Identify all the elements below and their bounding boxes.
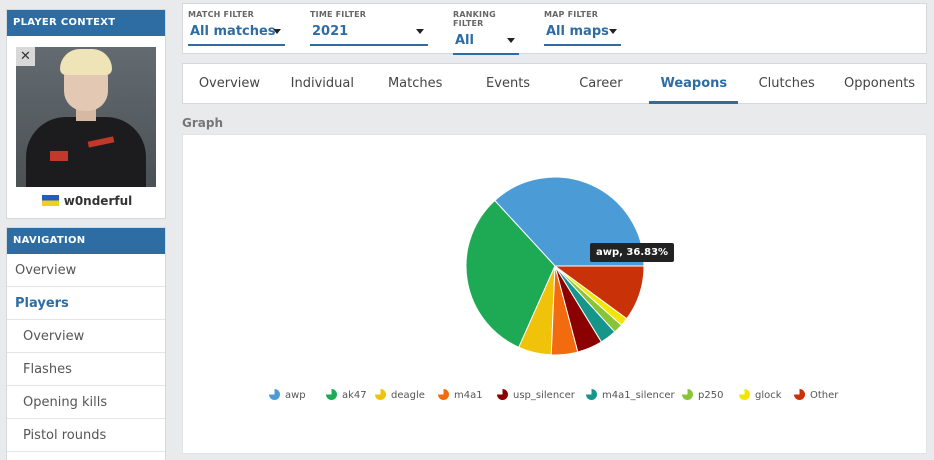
legend-item-m4a1-silencer[interactable]: m4a1_silencer: [586, 389, 675, 403]
map-filter-label: MAP FILTER: [544, 10, 599, 19]
chevron-down-icon: [273, 29, 281, 34]
tab-individual[interactable]: Individual: [290, 76, 354, 91]
legend-label: deagle: [391, 390, 425, 401]
player-name-label: w0nderful: [63, 194, 133, 208]
stats-tabs: Overview Individual Matches Events Caree…: [182, 63, 927, 104]
legend-pie-icon: [497, 389, 508, 400]
match-filter-label: MATCH FILTER: [188, 10, 255, 19]
legend-label: ak47: [342, 390, 367, 401]
legend-pie-icon: [438, 389, 449, 400]
tab-weapons[interactable]: Weapons: [647, 64, 740, 104]
legend-pie-icon: [794, 389, 805, 400]
legend-label: awp: [285, 390, 306, 401]
match-filter-select[interactable]: All matches: [188, 24, 285, 46]
nav-item-opening-kills[interactable]: Opening kills: [7, 386, 165, 419]
ranking-filter-label: RANKING FILTER: [453, 10, 496, 28]
legend-pie-icon: [586, 389, 597, 400]
weapons-pie-chart: [465, 176, 645, 356]
legend-label: m4a1_silencer: [602, 390, 675, 401]
nav-item-overview[interactable]: Overview: [7, 254, 165, 287]
match-filter: MATCH FILTER All matches: [188, 4, 285, 46]
legend-item-other[interactable]: Other: [794, 389, 838, 403]
filter-bar: MATCH FILTER All matches TIME FILTER 202…: [182, 3, 927, 55]
nav-item-flashes[interactable]: Flashes: [7, 353, 165, 386]
navigation-panel: NAVIGATION Overview Players Overview Fla…: [6, 227, 166, 460]
legend-item-usp-silencer[interactable]: usp_silencer: [497, 389, 575, 403]
legend-pie-icon: [326, 389, 337, 400]
legend-pie-icon: [682, 389, 693, 400]
legend-pie-icon: [269, 389, 280, 400]
tab-opponents[interactable]: Opponents: [844, 76, 916, 91]
legend-item-deagle[interactable]: deagle: [375, 389, 425, 403]
time-filter: TIME FILTER 2021: [310, 4, 428, 46]
legend-pie-icon: [375, 389, 386, 400]
legend-item-ak47[interactable]: ak47: [326, 389, 367, 403]
legend-pie-icon: [739, 389, 750, 400]
tab-events[interactable]: Events: [486, 76, 531, 91]
chevron-down-icon: [507, 38, 515, 43]
legend-item-m4a1[interactable]: m4a1: [438, 389, 483, 403]
tab-career[interactable]: Career: [579, 76, 623, 91]
player-name[interactable]: w0nderful: [7, 194, 167, 208]
nav-item-players-overview[interactable]: Overview: [7, 320, 165, 353]
tab-clutches[interactable]: Clutches: [758, 76, 815, 91]
time-filter-label: TIME FILTER: [310, 10, 367, 19]
nav-item-pistol-rounds[interactable]: Pistol rounds: [7, 419, 165, 452]
player-context-panel: PLAYER CONTEXT ✕ w0nderful: [6, 9, 166, 219]
tab-overview[interactable]: Overview: [198, 76, 261, 91]
navigation-title: NAVIGATION: [7, 228, 165, 254]
legend-item-p250[interactable]: p250: [682, 389, 723, 403]
ranking-filter-value: All: [455, 33, 474, 48]
ukraine-flag-icon: [41, 195, 59, 206]
player-context-title: PLAYER CONTEXT: [7, 10, 165, 36]
legend-label: p250: [698, 390, 724, 401]
time-filter-value: 2021: [312, 24, 349, 39]
chart-tooltip: awp, 36.83%: [590, 243, 675, 262]
legend-item-glock[interactable]: glock: [739, 389, 782, 403]
close-icon[interactable]: ✕: [16, 47, 35, 66]
map-filter-value: All maps: [546, 24, 609, 39]
graph-title: Graph: [182, 116, 223, 130]
pie-slice-ak47[interactable]: [465, 199, 556, 348]
nav-item-players[interactable]: Players: [7, 287, 165, 320]
legend-label: Other: [810, 390, 839, 401]
graph-panel: [182, 134, 927, 454]
player-photo: [16, 47, 156, 187]
ranking-filter-select[interactable]: All: [453, 33, 519, 55]
chart-legend: awp ak47 deagle m4a1 usp_silencer m4a1_silenc…: [182, 389, 927, 403]
legend-item-awp[interactable]: awp: [269, 389, 306, 403]
map-filter: MAP FILTER All maps: [544, 4, 621, 46]
chevron-down-icon: [609, 29, 617, 34]
legend-label: usp_silencer: [513, 390, 575, 401]
match-filter-value: All matches: [190, 24, 276, 39]
legend-label: glock: [755, 390, 782, 401]
legend-label: m4a1: [454, 390, 483, 401]
chevron-down-icon: [416, 29, 424, 34]
tab-matches[interactable]: Matches: [387, 76, 443, 91]
ranking-filter: RANKING FILTER All: [453, 4, 519, 55]
time-filter-select[interactable]: 2021: [310, 24, 428, 46]
map-filter-select[interactable]: All maps: [544, 24, 621, 46]
pie-slice-other[interactable]: [553, 265, 645, 320]
